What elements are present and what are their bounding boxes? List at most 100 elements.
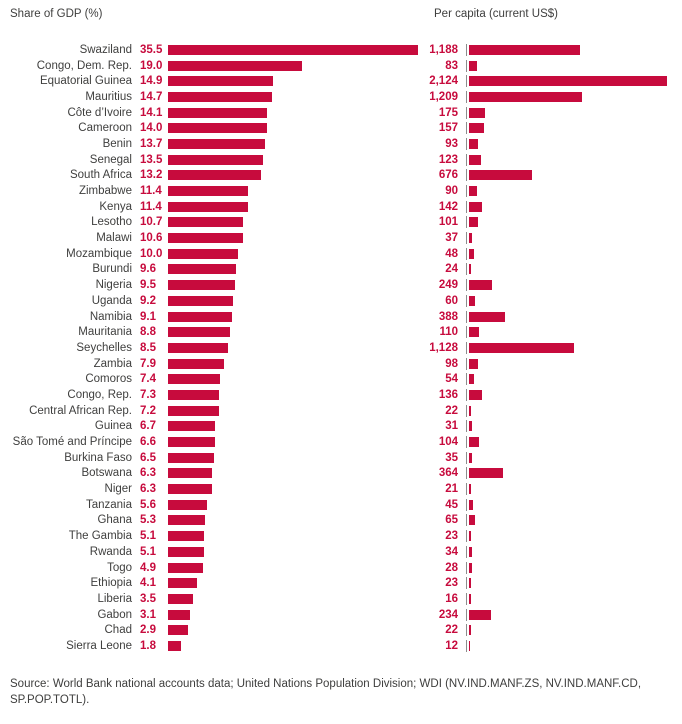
per-capita-value: 22 bbox=[445, 404, 458, 417]
per-capita-bar bbox=[469, 515, 476, 526]
gdp-bar bbox=[168, 233, 243, 244]
per-capita-value: 12 bbox=[445, 639, 458, 652]
gdp-share-value: 13.5 bbox=[140, 153, 163, 166]
per-capita-bar-track bbox=[466, 137, 672, 150]
per-capita-bar bbox=[469, 76, 667, 87]
per-capita-value: 23 bbox=[445, 577, 458, 590]
country-label: Guinea bbox=[94, 420, 132, 433]
gdp-share-value: 14.7 bbox=[140, 90, 163, 103]
chart-row: Mozambique 10.0 48 bbox=[10, 246, 672, 262]
gdp-share-value: 11.4 bbox=[140, 185, 162, 198]
chart-row: Zambia 7.9 98 bbox=[10, 356, 672, 372]
per-capita-value: 60 bbox=[445, 294, 458, 307]
gdp-bar-track bbox=[168, 374, 420, 385]
gdp-bar-track bbox=[168, 91, 420, 102]
per-capita-value: 1,209 bbox=[429, 90, 458, 103]
country-label: Liberia bbox=[97, 592, 132, 605]
gdp-bar bbox=[168, 546, 204, 557]
per-capita-value: 142 bbox=[438, 200, 458, 213]
gdp-share-value: 6.3 bbox=[140, 467, 156, 480]
gdp-bar-track bbox=[168, 186, 420, 197]
gdp-bar-track bbox=[168, 578, 420, 589]
chart-row: Swaziland 35.5 1,188 bbox=[10, 42, 672, 58]
country-label: Seychelles bbox=[76, 341, 132, 354]
per-capita-bar-track bbox=[466, 561, 672, 574]
per-capita-value: 16 bbox=[445, 592, 458, 605]
gdp-bar-track bbox=[168, 342, 420, 353]
per-capita-value: 101 bbox=[438, 216, 458, 229]
per-capita-bar-track bbox=[466, 451, 672, 464]
per-capita-value: 104 bbox=[438, 436, 458, 449]
per-capita-value: 136 bbox=[438, 388, 458, 401]
gdp-bar-track bbox=[168, 217, 420, 228]
per-capita-bar bbox=[469, 499, 474, 510]
gdp-share-value: 14.0 bbox=[140, 122, 163, 135]
chart-titles: Share of GDP (%) Per capita (current US$… bbox=[10, 8, 672, 24]
per-capita-bar-track bbox=[466, 294, 672, 307]
gdp-share-value: 9.2 bbox=[140, 294, 156, 307]
chart-rows: Swaziland 35.5 1,188 Congo, Dem. Rep. 19.0 83… bbox=[10, 42, 672, 654]
gdp-share-value: 5.1 bbox=[140, 530, 156, 543]
gdp-share-value: 19.0 bbox=[140, 59, 163, 72]
chart-row: Zimbabwe 11.4 90 bbox=[10, 183, 672, 199]
gdp-bar-track bbox=[168, 531, 420, 542]
gdp-bar bbox=[168, 499, 208, 510]
per-capita-value: 35 bbox=[445, 451, 458, 464]
per-capita-bar bbox=[469, 578, 472, 589]
per-capita-value: 388 bbox=[438, 310, 458, 323]
gdp-bar-track bbox=[168, 327, 420, 338]
country-label: Cameroon bbox=[78, 122, 132, 135]
gdp-share-value: 7.4 bbox=[140, 373, 156, 386]
gdp-bar bbox=[168, 107, 268, 118]
gdp-bar-track bbox=[168, 107, 420, 118]
gdp-bar bbox=[168, 640, 181, 651]
gdp-share-value: 5.6 bbox=[140, 498, 156, 511]
per-capita-value: 54 bbox=[445, 373, 458, 386]
gdp-bar-track bbox=[168, 358, 420, 369]
country-label: Chad bbox=[104, 624, 133, 637]
per-capita-bar-track bbox=[466, 90, 672, 103]
gdp-share-value: 9.6 bbox=[140, 263, 156, 276]
gdp-bar bbox=[168, 217, 244, 228]
per-capita-bar-track bbox=[466, 200, 672, 213]
country-label: Benin bbox=[102, 137, 132, 150]
per-capita-value: 90 bbox=[445, 185, 458, 198]
per-capita-bar-track bbox=[466, 498, 672, 511]
per-capita-value: 2,124 bbox=[429, 75, 458, 88]
country-label: Swaziland bbox=[79, 43, 132, 56]
country-label: South Africa bbox=[69, 169, 132, 182]
per-capita-bar bbox=[469, 437, 479, 448]
per-capita-bar bbox=[469, 311, 506, 322]
gdp-bar-track bbox=[168, 405, 420, 416]
per-capita-value: 98 bbox=[445, 357, 458, 370]
gdp-share-value: 6.5 bbox=[140, 451, 156, 464]
country-label: São Tomé and Príncipe bbox=[12, 436, 132, 449]
per-capita-bar bbox=[469, 389, 482, 400]
country-label: The Gambia bbox=[68, 530, 132, 543]
per-capita-bar bbox=[469, 264, 472, 275]
per-capita-value: 22 bbox=[445, 624, 458, 637]
gdp-bar-track bbox=[168, 170, 420, 181]
gdp-share-value: 9.5 bbox=[140, 279, 156, 292]
per-capita-bar-track bbox=[466, 326, 672, 339]
country-label: Kenya bbox=[99, 200, 132, 213]
gdp-share-value: 10.6 bbox=[140, 232, 163, 245]
per-capita-bar bbox=[469, 107, 486, 118]
gdp-bar bbox=[168, 531, 204, 542]
gdp-bar-track bbox=[168, 452, 420, 463]
per-capita-bar-track bbox=[466, 185, 672, 198]
chart-row: Cameroon 14.0 157 bbox=[10, 120, 672, 136]
country-label: Burundi bbox=[92, 263, 132, 276]
gdp-bar bbox=[168, 44, 418, 55]
gdp-share-value: 3.5 bbox=[140, 592, 156, 605]
gdp-bar bbox=[168, 138, 265, 149]
chart-row: Ghana 5.3 65 bbox=[10, 513, 672, 529]
gdp-bar-track bbox=[168, 609, 420, 620]
gdp-bar bbox=[168, 264, 236, 275]
gdp-share-value: 13.7 bbox=[140, 137, 163, 150]
per-capita-bar bbox=[469, 625, 472, 636]
per-capita-bar-track bbox=[466, 357, 672, 370]
per-capita-bar bbox=[469, 640, 471, 651]
per-capita-bar-track bbox=[466, 43, 672, 56]
per-capita-value: 21 bbox=[445, 483, 458, 496]
